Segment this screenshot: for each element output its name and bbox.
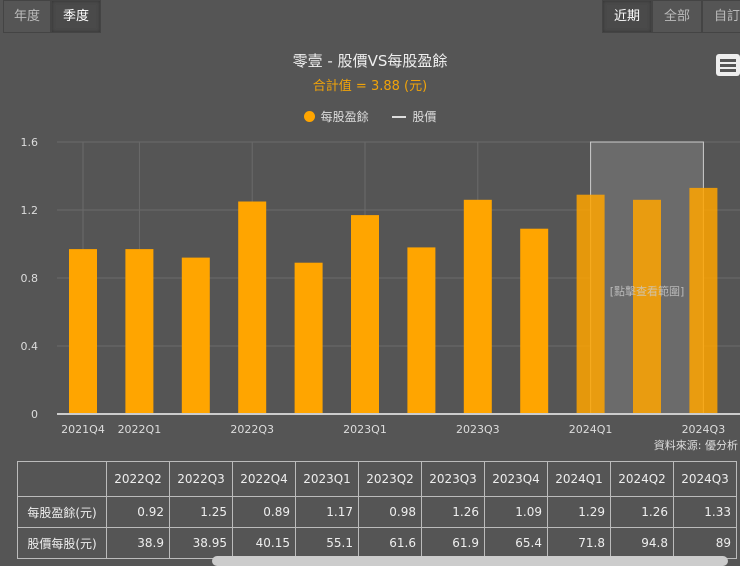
tab-quarterly[interactable]: 季度 bbox=[51, 0, 101, 33]
bar-2024Q3 bbox=[689, 187, 718, 414]
bar-2023Q1 bbox=[351, 215, 379, 414]
chart-subtitle: 合計值 = 3.88 (元) bbox=[312, 79, 428, 94]
table-cell: 65.4 bbox=[484, 527, 548, 559]
table-cell: 40.15 bbox=[232, 527, 296, 559]
table-row: 股價每股(元) 38.9 38.95 40.15 55.1 61.6 61.9 65.4 71.… bbox=[17, 527, 737, 559]
y-tick-label: 1.6 bbox=[21, 136, 39, 149]
data-source: 資料來源: 優分析 bbox=[653, 439, 738, 452]
column-header: 2023Q3 bbox=[421, 461, 485, 497]
row-label: 股價每股(元) bbox=[17, 527, 107, 559]
row-label: 每股盈餘(元) bbox=[17, 496, 107, 528]
column-header: 2023Q1 bbox=[295, 461, 359, 497]
bar-2024Q1 bbox=[576, 194, 605, 414]
column-header: 2022Q3 bbox=[169, 461, 233, 497]
x-tick-label: 2022Q3 bbox=[230, 423, 274, 436]
table-cell: 1.09 bbox=[484, 496, 548, 528]
legend: 每股盈餘 股價 bbox=[0, 108, 740, 125]
x-tick-label: 2023Q3 bbox=[456, 423, 500, 436]
table-cell: 1.26 bbox=[610, 496, 674, 528]
x-tick-label: 2024Q3 bbox=[682, 423, 726, 436]
bar-2024Q2 bbox=[633, 199, 661, 414]
tab-custom[interactable]: 自訂 bbox=[702, 0, 740, 33]
y-tick-label: 1.2 bbox=[21, 204, 39, 217]
table-cell: 38.9 bbox=[106, 527, 170, 559]
chart-plot: 0 0.4 0.8 1.2 1.6 2021Q4 2022Q1 2022Q3 2023Q1 202… bbox=[21, 136, 740, 436]
column-header: 2022Q2 bbox=[106, 461, 170, 497]
column-header bbox=[17, 461, 107, 497]
legend-label: 股價 bbox=[412, 110, 437, 124]
x-tick-label: 2022Q1 bbox=[118, 423, 162, 436]
table-cell: 55.1 bbox=[295, 527, 359, 559]
chart-title: 零壹 - 股價VS每股盈餘 bbox=[292, 52, 448, 70]
column-header: 2022Q4 bbox=[232, 461, 296, 497]
bar-2021Q4 bbox=[69, 249, 97, 414]
column-header: 2023Q4 bbox=[484, 461, 548, 497]
legend-item-eps[interactable]: 每股盈餘 bbox=[303, 110, 369, 124]
column-header: 2024Q2 bbox=[610, 461, 674, 497]
highlight-band-label: [點擊查看範圍] bbox=[610, 284, 685, 298]
bar-2023Q3 bbox=[463, 199, 492, 414]
tab-annual[interactable]: 年度 bbox=[3, 0, 51, 33]
legend-item-price[interactable]: 股價 bbox=[372, 110, 436, 124]
table-cell: 1.29 bbox=[547, 496, 611, 528]
table-cell: 61.9 bbox=[421, 527, 485, 559]
column-header: 2024Q1 bbox=[547, 461, 611, 497]
line-icon bbox=[392, 116, 407, 118]
menu-icon[interactable] bbox=[716, 54, 740, 76]
x-tick-label: 2024Q1 bbox=[569, 423, 613, 436]
tab-all[interactable]: 全部 bbox=[652, 0, 702, 33]
bar-2022Q4 bbox=[294, 262, 323, 414]
bar-2022Q2 bbox=[181, 257, 210, 414]
tab-recent[interactable]: 近期 bbox=[602, 0, 652, 33]
table-cell: 0.89 bbox=[232, 496, 296, 528]
x-tick-label: 2021Q4 bbox=[61, 423, 105, 436]
table-cell: 71.8 bbox=[547, 527, 611, 559]
column-header: 2024Q3 bbox=[673, 461, 737, 497]
horizontal-scrollbar[interactable] bbox=[212, 556, 728, 566]
table-cell: 1.26 bbox=[421, 496, 485, 528]
data-table: 2022Q2 2022Q3 2022Q4 2023Q1 2023Q2 2023Q3 2023… bbox=[17, 461, 737, 559]
circle-icon bbox=[303, 111, 315, 122]
table-cell: 1.17 bbox=[295, 496, 359, 528]
table-cell: 1.33 bbox=[673, 496, 737, 528]
table-cell: 94.8 bbox=[610, 527, 674, 559]
bar-2023Q4 bbox=[520, 228, 549, 414]
x-tick-label: 2023Q1 bbox=[343, 423, 387, 436]
legend-label: 每股盈餘 bbox=[320, 110, 369, 124]
table-cell: 0.92 bbox=[106, 496, 170, 528]
bar-2023Q2 bbox=[407, 247, 436, 414]
column-header: 2023Q2 bbox=[358, 461, 422, 497]
table-row: 每股盈餘(元) 0.92 1.25 0.89 1.17 0.98 1.26 1.09 1.29 1… bbox=[17, 496, 737, 528]
table-cell: 38.95 bbox=[169, 527, 233, 559]
table-cell: 1.25 bbox=[169, 496, 233, 528]
y-tick-label: 0 bbox=[31, 408, 38, 421]
table-cell: 89 bbox=[673, 527, 737, 559]
bar-2022Q1 bbox=[125, 249, 154, 414]
y-tick-label: 0.8 bbox=[21, 272, 39, 285]
table-header-row: 2022Q2 2022Q3 2022Q4 2023Q1 2023Q2 2023Q3 2023… bbox=[17, 461, 737, 497]
y-tick-label: 0.4 bbox=[21, 340, 39, 353]
table-cell: 61.6 bbox=[358, 527, 422, 559]
bar-2022Q3 bbox=[238, 201, 267, 414]
table-cell: 0.98 bbox=[358, 496, 422, 528]
